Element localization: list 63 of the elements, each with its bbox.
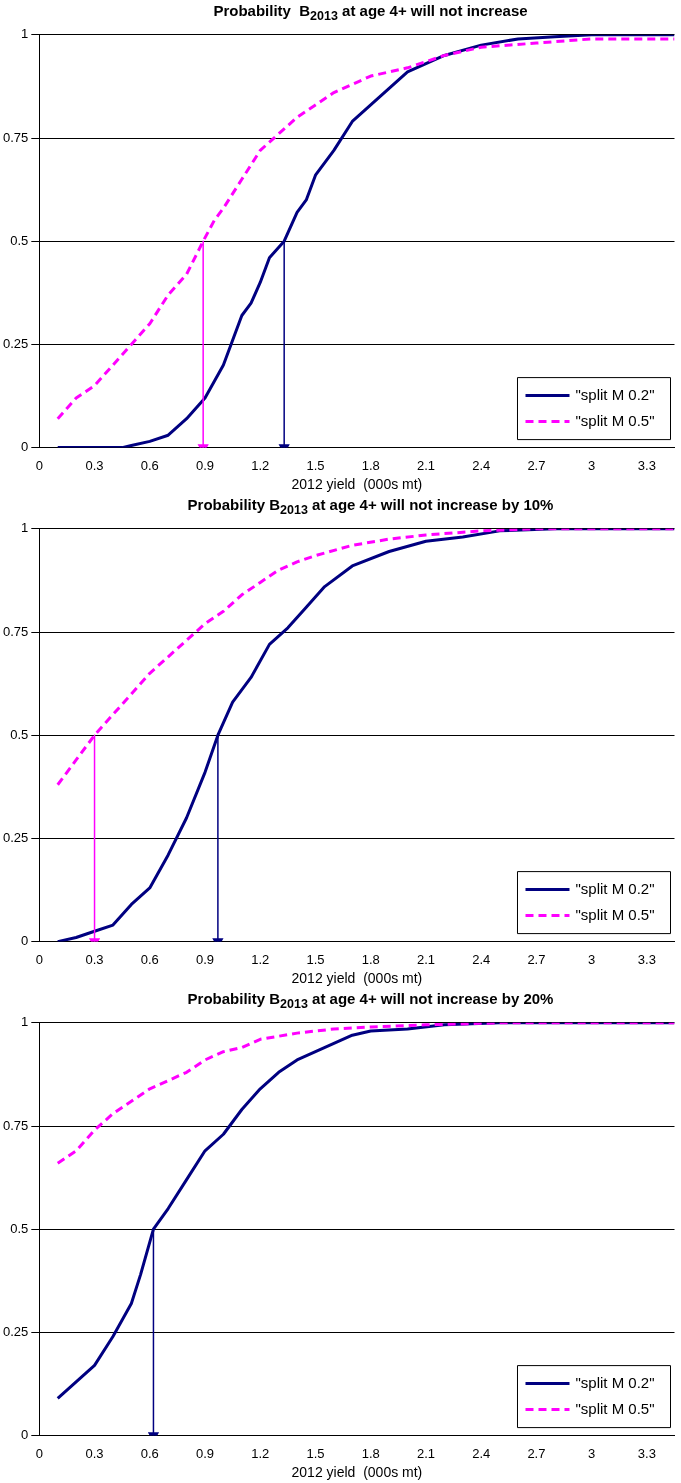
x-tick-label: 0.6: [140, 951, 159, 967]
legend-label: "split M 0.2": [575, 1373, 655, 1391]
x-tick-label: 0.9: [195, 457, 215, 473]
y-tick-label: 0.5: [10, 726, 29, 742]
x-tick-label: 1.5: [306, 951, 325, 967]
y-tick-label: 0.25: [2, 1323, 29, 1339]
y-tick-label: 0: [21, 1427, 29, 1443]
legend-label: "split M 0.2": [575, 879, 655, 897]
x-tick-label: 1.8: [361, 951, 380, 967]
x-tick-label: 3: [588, 1445, 596, 1461]
x-tick-label: 2.1: [416, 457, 435, 473]
y-tick-label: 0.75: [2, 129, 29, 145]
x-tick-label: 2.4: [472, 951, 491, 967]
chart-title: Probability B$_{2013}$ at age 4+ will not increase by 10%: [186, 495, 555, 518]
x-tick-label: 2.1: [416, 1445, 435, 1461]
x-tick-label: 3: [588, 457, 596, 473]
legend-label: "split M 0.5": [575, 905, 655, 923]
legend-label: "split M 0.2": [575, 385, 655, 403]
x-tick-label: 2.4: [472, 1445, 491, 1461]
x-tick-label: 0.6: [140, 457, 159, 473]
y-tick-label: 0.5: [10, 232, 29, 248]
x-tick-label: 0: [35, 457, 43, 473]
y-tick-label: 0: [21, 933, 29, 949]
chart-title: Probability B$_{2013}$ at age 4+ will not increase: [212, 1, 529, 24]
x-axis-title: 2012 yield (000s mt): [291, 1464, 423, 1481]
x-tick-label: 1.8: [361, 1445, 380, 1461]
x-axis-title: 2012 yield (000s mt): [291, 476, 423, 493]
y-tick-label: 0.75: [2, 623, 29, 639]
x-tick-label: 2.7: [527, 1445, 546, 1461]
y-tick-label: 0.5: [10, 1220, 29, 1236]
x-tick-label: 1.5: [306, 457, 325, 473]
y-tick-label: 0: [21, 439, 29, 455]
legend-label: "split M 0.5": [575, 411, 655, 429]
x-tick-label: 0: [35, 951, 43, 967]
y-tick-label: 0.25: [2, 829, 29, 845]
x-tick-label: 1.2: [251, 951, 270, 967]
legend-label: "split M 0.5": [575, 1399, 655, 1417]
x-tick-label: 3.3: [637, 951, 656, 967]
x-tick-label: 3.3: [637, 1445, 656, 1461]
y-tick-label: 1: [21, 26, 29, 42]
y-tick-label: 0.25: [2, 335, 29, 351]
x-tick-label: 0.6: [140, 1445, 159, 1461]
x-tick-label: 1.2: [251, 1445, 270, 1461]
x-tick-label: 0: [35, 1445, 43, 1461]
x-tick-label: 2.7: [527, 951, 546, 967]
chart-title: Probability B$_{2013}$ at age 4+ will not increase by 20%: [186, 989, 555, 1012]
x-tick-label: 3: [588, 951, 596, 967]
x-axis-title: 2012 yield (000s mt): [291, 970, 423, 987]
x-tick-label: 0.9: [195, 1445, 215, 1461]
x-tick-label: 2.1: [416, 951, 435, 967]
x-tick-label: 0.9: [195, 951, 215, 967]
x-tick-label: 1.2: [251, 457, 270, 473]
x-tick-label: 2.7: [527, 457, 546, 473]
y-tick-label: 1: [21, 520, 29, 536]
x-tick-label: 1.5: [306, 1445, 325, 1461]
y-tick-label: 1: [21, 1014, 29, 1030]
y-tick-label: 0.75: [2, 1117, 29, 1133]
x-tick-label: 0.3: [85, 951, 104, 967]
x-tick-label: 0.3: [85, 1445, 104, 1461]
x-tick-label: 0.3: [85, 457, 104, 473]
x-tick-label: 3.3: [637, 457, 656, 473]
x-tick-label: 1.8: [361, 457, 380, 473]
x-tick-label: 2.4: [472, 457, 491, 473]
